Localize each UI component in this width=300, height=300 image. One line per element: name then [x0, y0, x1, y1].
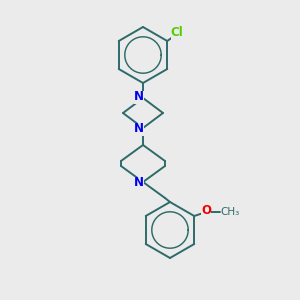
Text: Cl: Cl — [171, 26, 184, 40]
Text: CH₃: CH₃ — [220, 207, 240, 217]
Text: N: N — [134, 91, 144, 103]
Text: N: N — [134, 176, 144, 190]
Text: O: O — [201, 205, 211, 218]
Text: N: N — [134, 122, 144, 136]
